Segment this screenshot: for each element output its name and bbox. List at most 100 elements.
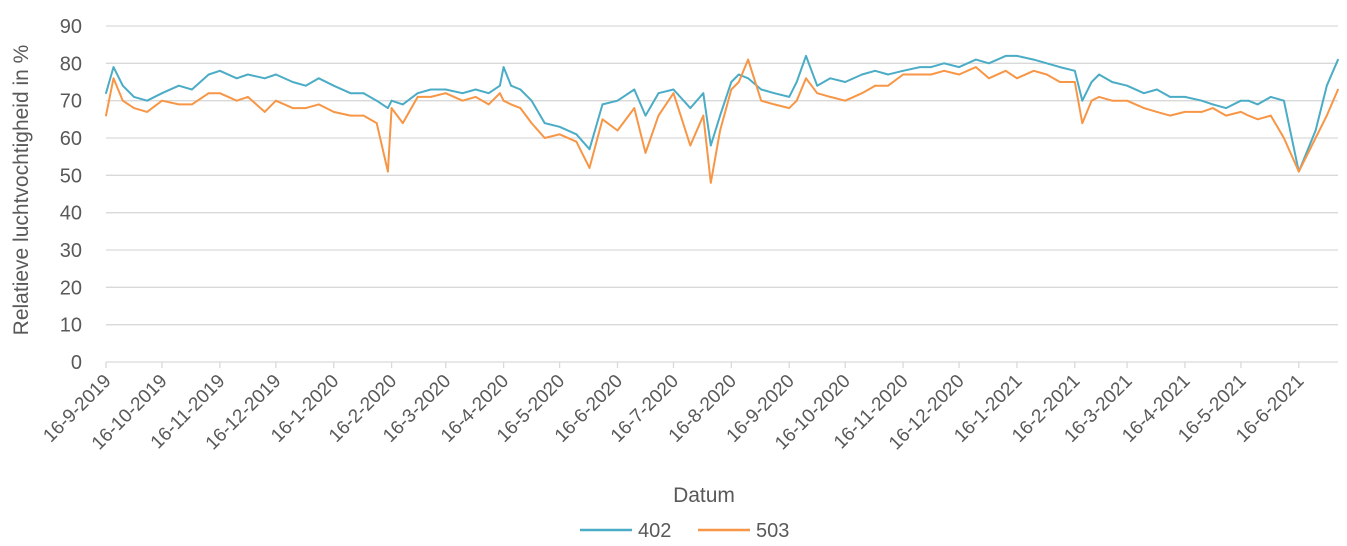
data-point xyxy=(474,96,477,98)
data-point xyxy=(349,92,352,95)
data-point xyxy=(988,77,990,80)
data-point xyxy=(247,73,249,76)
data-point xyxy=(1184,96,1186,98)
x-axis-label: Datum xyxy=(673,484,735,507)
data-point xyxy=(1337,58,1339,61)
data-point xyxy=(672,92,675,95)
data-point xyxy=(1004,55,1007,57)
data-point xyxy=(1143,92,1145,95)
data-point xyxy=(930,66,932,68)
data-point xyxy=(1225,114,1227,117)
data-point xyxy=(387,107,389,109)
y-axis-tick-labels: 0 10 20 30 40 50 60 70 80 90 xyxy=(60,16,82,374)
data-point xyxy=(1156,111,1158,113)
data-point xyxy=(207,92,210,95)
data-point xyxy=(112,66,115,68)
data-point xyxy=(930,73,932,76)
data-point xyxy=(737,73,740,76)
data-point xyxy=(161,99,163,102)
data-point xyxy=(1004,69,1007,72)
y-tick-label: 20 xyxy=(60,277,82,299)
data-point xyxy=(861,73,863,76)
data-point xyxy=(588,148,591,151)
y-tick-label: 0 xyxy=(71,352,82,374)
data-point xyxy=(444,92,447,95)
data-point xyxy=(644,152,647,154)
data-point xyxy=(461,92,464,95)
data-point xyxy=(387,170,389,173)
data-point xyxy=(362,92,365,95)
data-point xyxy=(121,99,124,102)
data-point xyxy=(805,77,807,80)
data-point xyxy=(105,114,107,117)
data-point xyxy=(657,92,660,95)
data-point xyxy=(1126,84,1128,87)
data-point xyxy=(133,107,135,109)
data-point xyxy=(1184,111,1186,113)
data-point xyxy=(919,73,921,76)
data-point xyxy=(988,62,990,65)
data-point xyxy=(719,114,721,117)
data-point xyxy=(795,99,798,102)
data-point xyxy=(317,103,320,106)
y-tick-label: 50 xyxy=(60,165,82,187)
data-point xyxy=(291,81,294,83)
data-point xyxy=(349,114,352,117)
data-point xyxy=(487,92,490,95)
data-point xyxy=(919,66,921,68)
data-point xyxy=(773,103,776,106)
data-point xyxy=(263,111,266,113)
data-point xyxy=(105,92,107,95)
legend-label-402: 402 xyxy=(638,520,671,542)
data-point xyxy=(1212,103,1214,106)
data-point xyxy=(502,99,505,102)
data-point xyxy=(317,77,320,80)
data-point xyxy=(633,88,636,91)
data-point xyxy=(1098,73,1100,76)
data-point xyxy=(829,77,832,80)
data-point xyxy=(291,107,294,109)
y-tick-label: 30 xyxy=(60,240,82,262)
data-point xyxy=(958,66,960,68)
data-point xyxy=(519,88,522,91)
data-point xyxy=(247,96,249,98)
data-point xyxy=(1090,99,1093,102)
series-line-503 xyxy=(105,58,1339,184)
data-point xyxy=(844,99,847,102)
data-point xyxy=(1297,170,1300,173)
data-point xyxy=(760,88,763,91)
data-point xyxy=(558,125,561,128)
data-point xyxy=(689,144,692,147)
data-point xyxy=(575,140,578,143)
data-point xyxy=(499,92,501,95)
data-point xyxy=(390,99,393,102)
data-point xyxy=(474,88,477,91)
data-point xyxy=(861,92,863,95)
data-point xyxy=(461,99,464,102)
data-point xyxy=(747,58,749,61)
series-line-402 xyxy=(105,54,1339,173)
data-point xyxy=(1111,99,1113,102)
data-point xyxy=(1045,62,1048,65)
data-point xyxy=(672,88,675,91)
legend: 402 503 xyxy=(580,520,789,542)
series-lines xyxy=(105,54,1339,184)
data-point xyxy=(275,73,277,76)
data-point xyxy=(304,107,307,109)
data-point xyxy=(112,77,115,80)
data-point xyxy=(1143,107,1145,109)
data-point xyxy=(644,114,647,117)
data-point xyxy=(304,84,307,87)
data-point xyxy=(263,77,266,80)
data-point xyxy=(444,88,447,91)
data-point xyxy=(1156,88,1158,91)
data-point xyxy=(709,144,712,147)
data-point xyxy=(730,81,733,83)
data-point xyxy=(702,114,705,117)
data-point xyxy=(657,114,660,117)
data-point xyxy=(1200,111,1203,113)
data-point xyxy=(1016,77,1018,80)
data-point xyxy=(1256,103,1259,106)
data-point xyxy=(1314,129,1317,132)
data-point xyxy=(375,122,378,124)
